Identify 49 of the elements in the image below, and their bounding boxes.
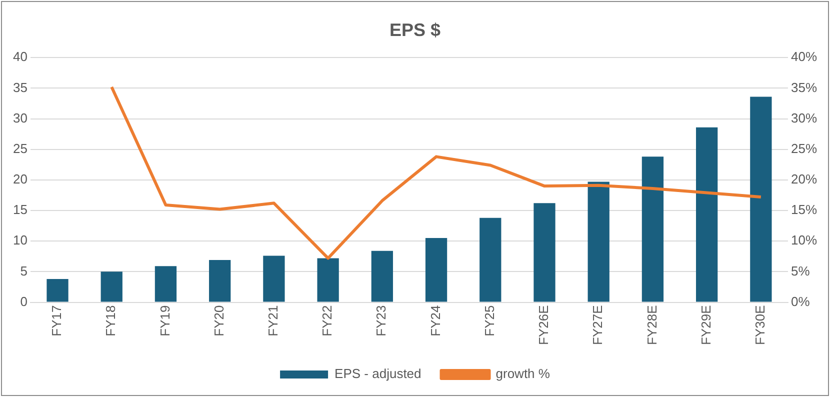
y-tick-label: 35 [12, 80, 28, 95]
x-tick-label: FY24 [428, 305, 443, 336]
y-tick-label: 40 [12, 49, 28, 64]
y2-tick-label: 30% [790, 110, 818, 126]
legend-label: EPS - adjusted [334, 366, 422, 382]
y-tick-label: 0 [20, 294, 28, 309]
x-tick-label: FY28E [644, 304, 660, 346]
y-tick-label: 20 [12, 172, 28, 187]
y-tick-label: 15 [12, 202, 28, 218]
bar [588, 182, 610, 302]
chart-title: EPS $ [389, 20, 441, 40]
x-tick-label: FY18 [103, 305, 118, 336]
bar [209, 260, 231, 302]
x-tick-label: FY19 [157, 305, 172, 336]
x-tick-label: FY26E [536, 304, 552, 346]
bar [534, 203, 556, 302]
bar [696, 127, 718, 302]
x-tick-label: FY22 [320, 305, 335, 336]
y2-tick-label: 20% [790, 172, 818, 187]
bar [100, 272, 122, 302]
x-tick-label: FY27E [590, 304, 606, 346]
bar [480, 218, 502, 302]
x-tick-label: FY21 [266, 305, 281, 336]
y2-tick-label: 0% [790, 294, 810, 309]
bar [263, 256, 285, 302]
bar [642, 156, 664, 302]
x-tick-label: FY20 [211, 305, 226, 336]
y-tick-label: 25 [12, 140, 28, 156]
bar [154, 266, 177, 302]
x-tick-label: FY29E [698, 304, 714, 346]
y2-tick-label: 15% [790, 202, 818, 218]
bar [425, 238, 448, 302]
x-tick-label: FY23 [374, 305, 389, 336]
y2-tick-label: 25% [790, 140, 818, 156]
bar [46, 279, 68, 302]
x-tick-label: FY25 [482, 305, 497, 336]
bar [750, 96, 772, 302]
y2-tick-label: 35% [790, 80, 818, 95]
y2-tick-label: 10% [790, 232, 818, 248]
y-tick-label: 30 [12, 110, 28, 126]
legend-label: growth % [496, 366, 550, 382]
y2-tick-label: 5% [790, 263, 810, 278]
y-tick-label: 5 [20, 263, 28, 278]
x-tick-label: FY30E [752, 304, 768, 346]
y2-tick-label: 40% [790, 49, 818, 64]
x-tick-label: FY17 [49, 305, 64, 336]
y-tick-label: 10 [12, 232, 28, 248]
bar [317, 258, 339, 302]
bar [371, 250, 393, 302]
